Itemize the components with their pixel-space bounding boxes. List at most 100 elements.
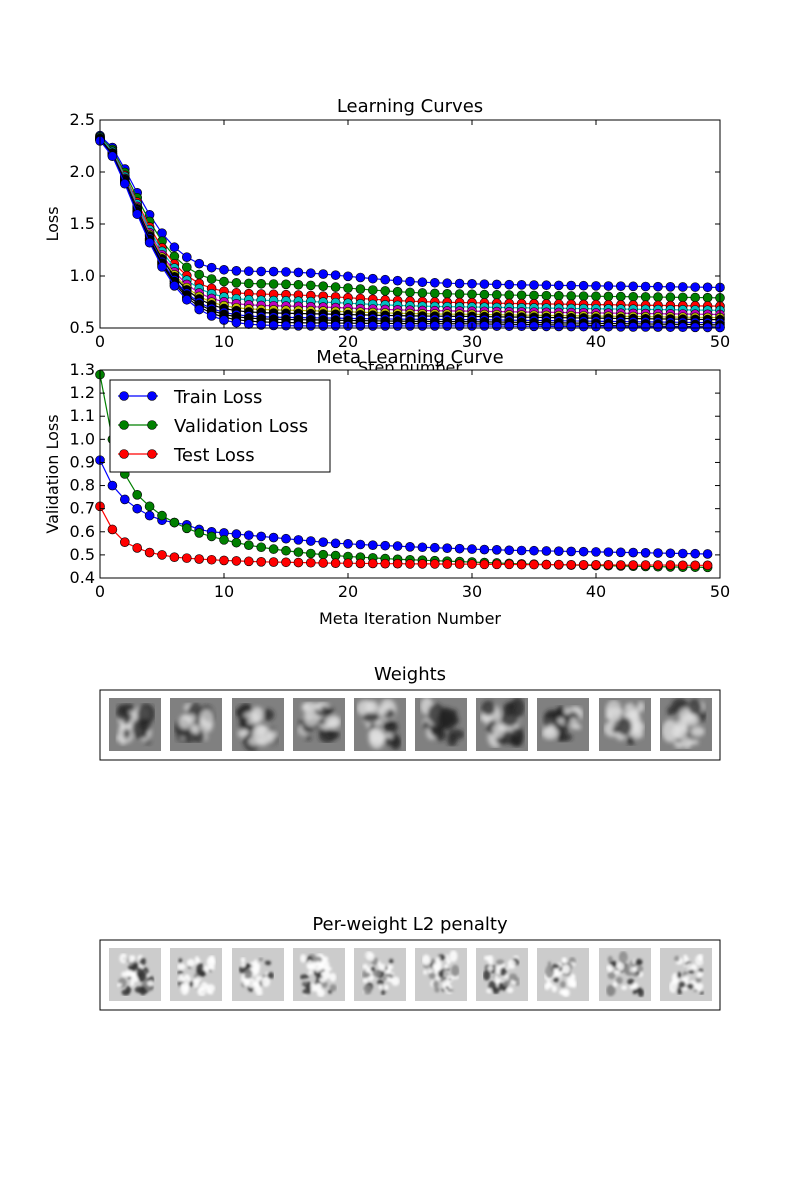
weight-image — [476, 698, 528, 751]
series-line — [99, 136, 721, 299]
data-point — [219, 264, 229, 275]
data-point — [244, 266, 254, 277]
penalty-image — [109, 948, 161, 1001]
data-point — [690, 560, 701, 571]
data-point — [615, 547, 626, 558]
data-point — [318, 549, 329, 560]
y-tick-label: 0.6 — [70, 522, 95, 541]
data-point — [690, 322, 701, 333]
data-point — [231, 529, 242, 539]
data-point — [244, 319, 254, 329]
data-point — [566, 291, 577, 301]
data-point — [516, 280, 527, 290]
chart-title: Learning Curves — [337, 96, 483, 117]
penalty-image — [476, 948, 528, 1001]
data-point — [690, 282, 701, 292]
data-point — [367, 285, 378, 295]
data-point — [182, 252, 192, 262]
data-point — [355, 558, 366, 569]
data-point — [491, 559, 502, 570]
data-point — [454, 559, 465, 569]
data-point — [120, 537, 130, 547]
data-point — [504, 559, 515, 570]
data-point — [256, 278, 267, 289]
data-point — [578, 280, 589, 291]
data-point — [479, 279, 490, 289]
panel-title: Per-weight L2 penalty — [312, 914, 508, 935]
data-point — [305, 557, 316, 568]
data-point — [107, 151, 118, 162]
data-point — [256, 557, 267, 567]
data-point — [144, 501, 155, 512]
data-point — [677, 322, 688, 333]
x-tick-label: 10 — [214, 582, 234, 601]
y-axis-label: Validation Loss — [43, 414, 62, 533]
y-axis-label: Loss — [43, 206, 62, 241]
data-point — [454, 289, 465, 299]
data-point — [591, 560, 601, 570]
data-point — [479, 321, 490, 331]
legend-validation-loss: Validation Loss — [174, 416, 308, 437]
data-point — [504, 290, 515, 300]
data-point — [454, 321, 465, 331]
data-point — [504, 545, 515, 556]
series-line — [99, 135, 721, 289]
data-point — [615, 560, 626, 570]
y-tick-label: 0.8 — [70, 476, 95, 495]
data-point — [392, 275, 403, 286]
data-point — [268, 532, 279, 543]
data-point — [467, 559, 477, 569]
data-point — [244, 278, 254, 289]
meta-learning-curve-chart: Meta Learning Curve 0 10 20 30 40 50 0.4 0.5 0.6… — [43, 347, 730, 628]
data-point — [132, 489, 142, 500]
data-point — [653, 548, 663, 558]
legend-test-loss: Test Loss — [173, 445, 255, 466]
data-point — [628, 291, 639, 302]
data-point — [702, 282, 713, 293]
legend: Train Loss Validation Loss Test Loss — [109, 379, 331, 473]
data-point — [653, 281, 663, 292]
data-point — [256, 531, 267, 542]
data-point — [665, 322, 676, 332]
learning-curves-chart: Learning Curves 0 10 20 30 40 50 0.5 1.0 1.5 2.0 2… — [43, 96, 730, 377]
x-tick-label: 50 — [710, 332, 730, 351]
data-point — [603, 547, 614, 557]
data-point — [355, 321, 366, 331]
y-tick-label: 0.4 — [70, 568, 95, 587]
data-point — [194, 269, 204, 280]
data-point — [516, 321, 527, 332]
data-point — [529, 545, 539, 556]
data-point — [144, 547, 155, 558]
data-point — [405, 559, 415, 569]
data-point — [454, 278, 465, 289]
data-point — [553, 321, 564, 332]
data-point — [293, 267, 304, 278]
data-point — [479, 289, 490, 300]
data-point — [677, 282, 688, 292]
data-point — [343, 538, 353, 549]
data-point — [417, 559, 428, 569]
data-point — [578, 321, 589, 332]
data-point — [219, 276, 229, 287]
data-point — [268, 266, 279, 277]
y-tick-label: 0.5 — [70, 318, 95, 337]
data-point — [206, 262, 217, 273]
data-point — [194, 258, 204, 269]
x-axis-label: Meta Iteration Number — [319, 609, 501, 628]
data-point — [293, 321, 304, 331]
data-point — [268, 279, 279, 289]
data-point — [120, 178, 130, 189]
y-tick-label: 2.0 — [70, 162, 95, 181]
weight-image — [660, 698, 712, 751]
data-point — [256, 320, 267, 330]
data-point — [442, 321, 453, 331]
data-point — [566, 280, 577, 291]
series-test-loss — [95, 501, 713, 571]
y-tick-label: 1.1 — [70, 406, 95, 425]
data-point — [392, 541, 403, 551]
penalty-image — [537, 948, 589, 1001]
data-point — [653, 292, 663, 302]
data-point — [591, 547, 601, 557]
penalty-image — [354, 948, 406, 1001]
data-point — [182, 262, 192, 273]
